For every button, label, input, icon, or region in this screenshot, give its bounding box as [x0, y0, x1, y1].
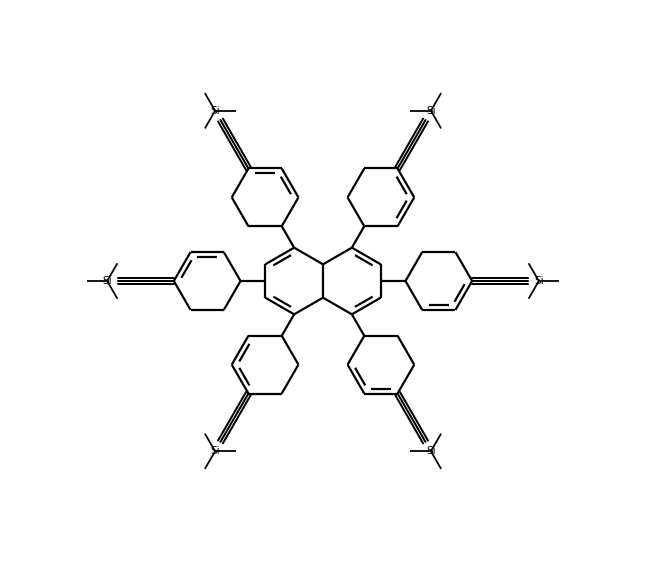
- Text: Si: Si: [210, 106, 220, 116]
- Text: Si: Si: [534, 276, 544, 286]
- Text: Si: Si: [102, 276, 112, 286]
- Text: Si: Si: [426, 106, 436, 116]
- Text: Si: Si: [210, 446, 220, 456]
- Text: Si: Si: [426, 446, 436, 456]
